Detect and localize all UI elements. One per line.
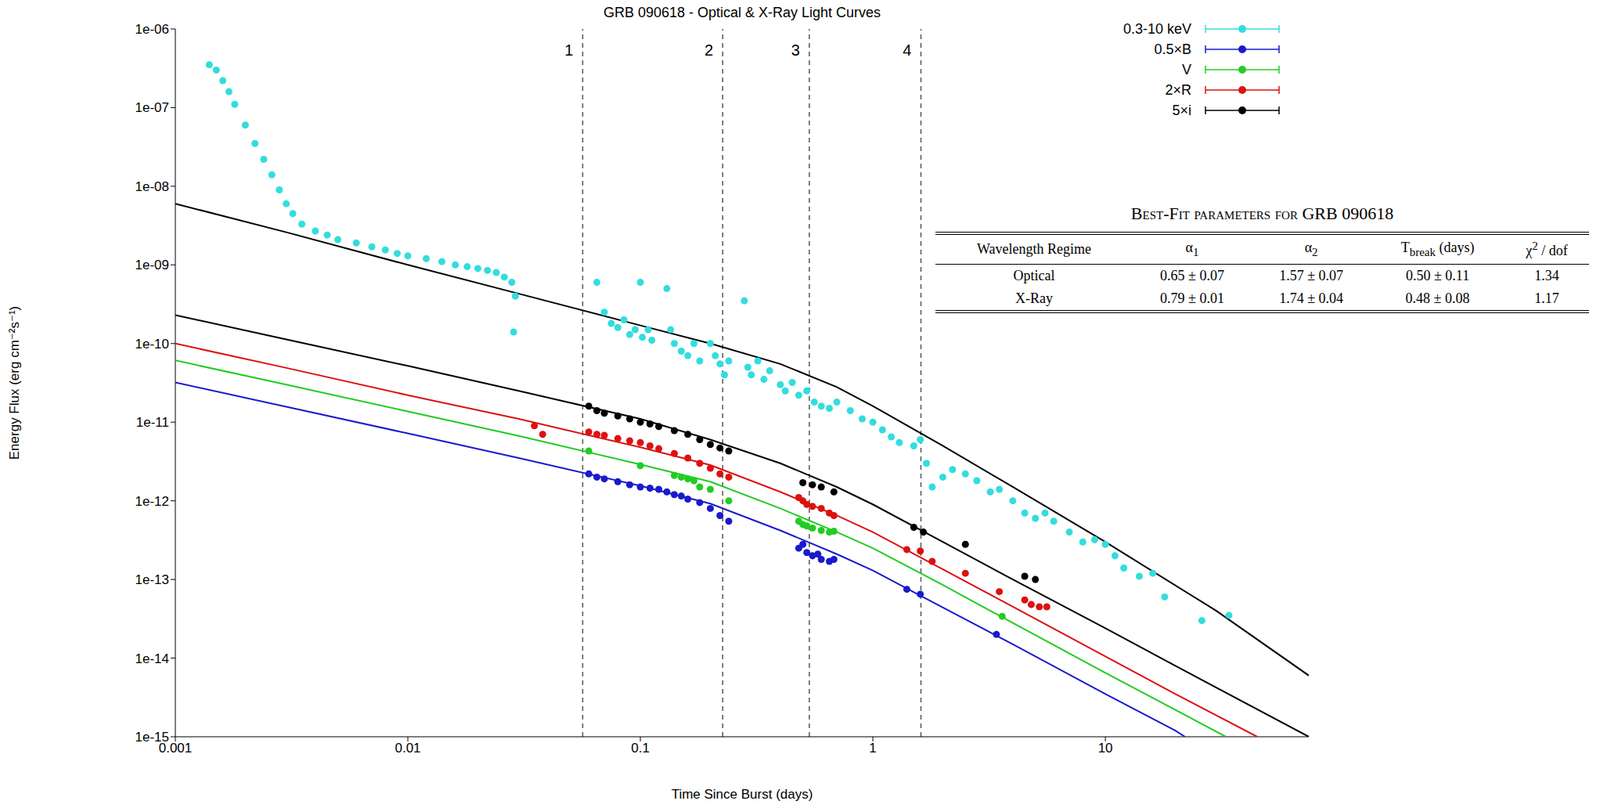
- html-text:X-Ray: X-Ray: [1015, 290, 1053, 307]
- html-text:Optical: Optical: [1013, 267, 1055, 284]
- html-text:1.34: 1.34: [1534, 267, 1560, 284]
- html-text:1.57 ± 0.07: 1.57 ± 0.07: [1279, 267, 1344, 284]
- svg-text:1e-09: 1e-09: [135, 257, 170, 273]
- svg-text:1e-10: 1e-10: [135, 336, 170, 352]
- svg-text:0.01: 0.01: [394, 740, 421, 756]
- html-text:2×R: 2×R: [1165, 81, 1192, 98]
- html-text:5×i: 5×i: [1172, 102, 1192, 118]
- html-text:α1: α1: [1185, 239, 1199, 259]
- html-text:χ2/ dof: χ2/ dof: [1525, 239, 1568, 259]
- html-text:0.48 ± 0.08: 0.48 ± 0.08: [1405, 290, 1470, 307]
- svg-text:4: 4: [902, 41, 912, 59]
- svg-text:0.1: 0.1: [630, 740, 650, 756]
- html-text:0.79 ± 0.01: 0.79 ± 0.01: [1160, 290, 1225, 307]
- svg-text:1: 1: [564, 41, 573, 59]
- html-text:α2: α2: [1304, 239, 1318, 259]
- svg-text:2: 2: [704, 41, 714, 59]
- svg-text:1e-12: 1e-12: [135, 493, 170, 509]
- svg-text:1e-15: 1e-15: [135, 729, 170, 745]
- html-text:GRB 090618 - Optical & X-Ray L: GRB 090618 - Optical & X-Ray Light Curve…: [603, 4, 881, 21]
- html-text:0.3-10 keV: 0.3-10 keV: [1123, 20, 1192, 37]
- svg-text:1e-11: 1e-11: [136, 414, 170, 430]
- html-text:Tbreak(days): Tbreak(days): [1400, 239, 1475, 259]
- html-text:1.74 ± 0.04: 1.74 ± 0.04: [1279, 290, 1344, 307]
- svg-text:1e-07: 1e-07: [135, 100, 170, 116]
- svg-text:1e-06: 1e-06: [135, 21, 170, 37]
- html-text:0.65 ± 0.07: 0.65 ± 0.07: [1160, 267, 1225, 284]
- svg-text:1e-13: 1e-13: [135, 572, 170, 588]
- svg-text:Time Since Burst (days): Time Since Burst (days): [671, 786, 814, 802]
- html-text:V: V: [1181, 61, 1192, 78]
- svg-text:1: 1: [868, 740, 876, 756]
- svg-text:Energy Flux (erg cm⁻²s⁻¹): Energy Flux (erg cm⁻²s⁻¹): [7, 306, 22, 460]
- svg-text:1e-14: 1e-14: [135, 651, 170, 667]
- svg-text:10: 10: [1098, 740, 1114, 756]
- html-text:Best-Fit parameters for GRB 09: Best-Fit parameters for GRB 090618: [1130, 203, 1394, 224]
- html-text:0.5×B: 0.5×B: [1154, 41, 1192, 57]
- html-text:1.17: 1.17: [1534, 290, 1560, 307]
- svg-text:1e-08: 1e-08: [135, 179, 170, 195]
- html-text:0.50 ± 0.11: 0.50 ± 0.11: [1405, 267, 1470, 284]
- html-text:Wavelength Regime: Wavelength Regime: [976, 241, 1092, 257]
- svg-text:3: 3: [791, 41, 800, 59]
- svg-text:0.001: 0.001: [158, 740, 193, 756]
